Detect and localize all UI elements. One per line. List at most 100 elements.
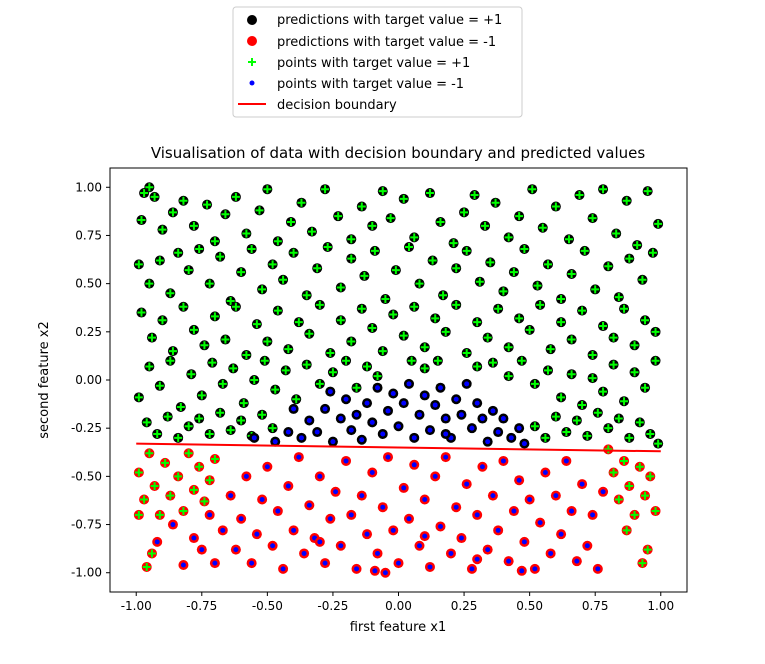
data-point — [228, 363, 239, 374]
data-point — [377, 186, 388, 197]
data-point — [440, 428, 451, 439]
data-point — [611, 228, 622, 239]
data-point — [409, 301, 420, 312]
data-point — [304, 328, 315, 339]
data-point — [173, 471, 184, 482]
data-point — [283, 481, 294, 491]
data-point — [498, 413, 509, 424]
data-point — [369, 245, 380, 256]
data-point — [472, 361, 483, 372]
data-point — [230, 191, 241, 202]
data-point — [188, 533, 199, 544]
data-point — [579, 245, 590, 256]
data-point — [440, 452, 451, 463]
data-point — [330, 486, 341, 497]
data-point — [487, 405, 498, 416]
data-point — [356, 201, 367, 212]
data-point — [624, 481, 635, 491]
data-point — [288, 525, 299, 536]
data-point — [157, 315, 168, 326]
data-point — [359, 270, 370, 281]
data-point — [490, 197, 501, 208]
data-point — [194, 243, 205, 254]
data-point — [341, 355, 352, 366]
data-point — [167, 346, 178, 357]
data-point — [550, 411, 561, 422]
data-point — [409, 232, 420, 243]
data-point — [146, 332, 157, 343]
data-point — [419, 390, 430, 401]
data-point — [519, 536, 530, 547]
data-point — [451, 299, 462, 310]
data-point — [529, 563, 540, 574]
data-point — [535, 299, 546, 310]
data-point — [414, 540, 425, 551]
data-point — [162, 411, 173, 422]
data-point — [293, 452, 304, 463]
data-point — [430, 313, 441, 324]
data-point — [398, 482, 409, 493]
data-point — [424, 561, 435, 572]
data-point — [398, 330, 409, 341]
data-point — [146, 548, 157, 559]
data-point — [477, 413, 488, 424]
chart-title: Visualisation of data with decision boun… — [151, 144, 646, 162]
data-point — [456, 409, 467, 420]
data-point — [241, 471, 252, 482]
data-point — [188, 220, 199, 231]
data-point — [461, 378, 472, 389]
data-point — [204, 475, 215, 486]
data-point — [566, 334, 577, 345]
data-point — [257, 284, 268, 295]
data-point — [653, 218, 664, 229]
data-point — [186, 369, 197, 380]
data-point — [312, 427, 323, 438]
data-point — [556, 529, 567, 540]
x-tick-label: 0.50 — [516, 599, 543, 613]
data-point — [419, 531, 430, 542]
data-point — [390, 265, 401, 276]
data-point — [527, 184, 538, 195]
y-tick-label: 0.50 — [75, 277, 102, 291]
data-point — [537, 222, 548, 233]
data-point — [629, 509, 640, 520]
data-point — [640, 382, 651, 393]
data-point — [645, 471, 656, 482]
data-point — [556, 294, 567, 305]
decision-boundary-line — [136, 442, 661, 453]
data-point — [327, 436, 338, 447]
data-point — [133, 467, 144, 478]
data-point — [640, 315, 651, 326]
data-point — [388, 309, 399, 320]
data-point — [516, 565, 527, 576]
data-point — [519, 438, 530, 449]
data-point — [414, 278, 425, 289]
data-point — [451, 394, 462, 405]
data-point — [598, 184, 609, 195]
data-point — [419, 363, 430, 374]
data-point — [377, 428, 388, 439]
data-point — [320, 558, 331, 569]
data-point — [209, 558, 220, 569]
data-point — [230, 301, 241, 312]
data-point — [493, 303, 504, 314]
data-point — [472, 398, 483, 409]
data-point — [199, 340, 210, 351]
data-point — [645, 428, 656, 439]
data-point — [590, 284, 601, 295]
data-point — [498, 286, 509, 297]
data-point — [372, 371, 383, 382]
data-point — [613, 292, 624, 303]
data-point — [438, 290, 449, 301]
data-point — [498, 455, 509, 466]
data-point — [545, 344, 556, 355]
data-point — [540, 432, 551, 443]
data-point — [445, 548, 456, 559]
data-point — [217, 378, 228, 389]
data-point — [608, 332, 619, 343]
data-point — [215, 407, 226, 418]
legend-label-target-neg: points with target value = -1 — [277, 77, 464, 92]
data-point — [563, 234, 574, 245]
data-point — [133, 392, 144, 403]
y-tick-label: 0.75 — [75, 228, 102, 242]
